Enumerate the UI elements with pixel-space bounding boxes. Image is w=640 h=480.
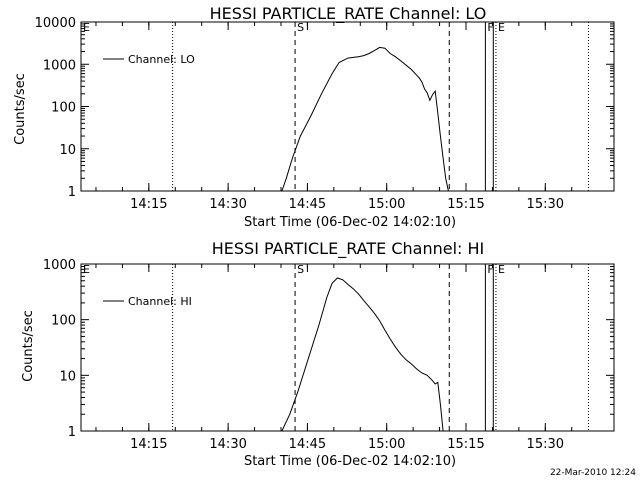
marker-label: E (83, 21, 90, 34)
series-line (281, 46, 449, 192)
plot-frame (80, 21, 615, 192)
legend-label: Channel: LO (128, 53, 195, 66)
y-tick-label: 1000 (43, 258, 76, 273)
marker-label: E (83, 263, 90, 276)
x-axis-label: Start Time (06-Dec-02 14:02:10) (244, 454, 456, 469)
x-tick-label: 15:30 (527, 437, 564, 452)
x-tick-label: 14:45 (289, 437, 326, 452)
marker-label: S (297, 263, 304, 276)
y-tick-label: 1 (68, 425, 76, 440)
x-tick-label: 14:30 (209, 197, 246, 212)
x-tick-label: 14:30 (209, 437, 246, 452)
y-tick-label: 10 (59, 369, 76, 384)
x-tick-label: 15:15 (447, 437, 484, 452)
x-tick-label: 15:00 (368, 197, 405, 212)
chart-title: HESSI PARTICLE_RATE Channel: LO (210, 4, 487, 24)
plot-area: 14:15 14:30 14:45 15:00 15:15 15:30 1 10 100 1000… (35, 16, 615, 212)
marker-label: S (297, 21, 304, 34)
panel-lo: HESSI PARTICLE_RATE Channel: LO Start Ti… (13, 4, 615, 230)
x-tick-label: 15:30 (527, 197, 564, 212)
x-axis-label: Start Time (06-Dec-02 14:02:10) (244, 215, 456, 230)
y-tick-label: 10 (59, 143, 76, 158)
y-tick-label: 1000 (43, 58, 76, 73)
plot-frame (80, 263, 615, 432)
x-tick-label: 15:15 (447, 197, 484, 212)
panel-hi: HESSI PARTICLE_RATE Channel: HI Start Ti… (21, 239, 615, 469)
marker-label: E (498, 263, 505, 276)
y-tick-label: 10000 (35, 16, 76, 31)
series-line (281, 277, 444, 432)
x-tick-label: 14:15 (130, 197, 167, 212)
y-tick-label: 100 (51, 101, 76, 116)
x-tick-label: 14:45 (289, 197, 326, 212)
marker-label: F (487, 263, 493, 276)
y-axis-label: Counts/sec (21, 310, 36, 382)
marker-label: E (498, 21, 505, 34)
y-tick-label: 1 (68, 185, 76, 200)
x-tick-label: 14:15 (130, 437, 167, 452)
chart-title: HESSI PARTICLE_RATE Channel: HI (212, 239, 485, 259)
x-tick-label: 15:00 (368, 437, 405, 452)
marker-label: F (487, 21, 493, 34)
timestamp: 22-Mar-2010 12:24 (550, 468, 636, 478)
plot-area: 14:15 14:30 14:45 15:00 15:15 15:30 1 10 100 1000… (43, 258, 615, 452)
legend-label: Channel: HI (128, 295, 192, 308)
y-axis-label: Counts/sec (13, 73, 28, 145)
y-tick-label: 100 (51, 314, 76, 329)
